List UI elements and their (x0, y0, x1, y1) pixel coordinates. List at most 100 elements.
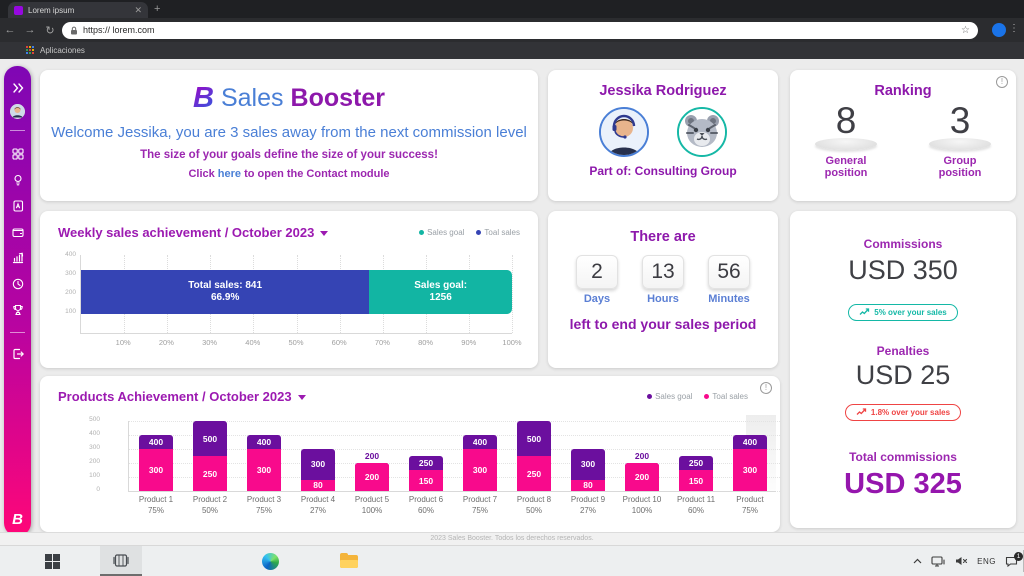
language-indicator[interactable]: ENG (977, 556, 996, 566)
product-name: Product (736, 495, 764, 504)
new-tab-icon[interactable]: + (154, 3, 161, 15)
y-axis-tick-label: 100 (65, 308, 76, 315)
total-sales-bar (625, 463, 659, 491)
total-sales-bar (247, 449, 281, 491)
y-axis-tick-label: 400 (89, 430, 100, 437)
sidebar: B (4, 66, 31, 536)
product-bar-group: 400 300 Product 3 75% (237, 421, 291, 515)
start-button[interactable] (38, 546, 66, 576)
y-axis-tick-label: 100 (89, 472, 100, 479)
browser-profile-avatar[interactable] (992, 23, 1006, 37)
y-axis-tick-label: 300 (89, 444, 100, 451)
sidebar-history-icon[interactable] (10, 276, 26, 292)
product-percent: 60% (687, 505, 704, 515)
product-bar-group: 300 80 Product 4 27% (291, 421, 345, 515)
total-sales-bar (679, 470, 713, 491)
contact-post-text: to open the Contact module (241, 168, 390, 180)
taskbar: ENG 1 (0, 545, 1024, 576)
total-sales-bar (193, 456, 227, 491)
legend-dot-icon (647, 394, 653, 399)
weekly-stacked-bar: Total sales: 841 66.9% Sales goal: 1256 (81, 270, 512, 314)
info-icon[interactable]: ! (760, 382, 772, 394)
sidebar-wallet-icon[interactable] (10, 224, 26, 240)
sidebar-contacts-icon[interactable] (10, 198, 26, 214)
sidebar-sales-growth-icon[interactable] (10, 250, 26, 266)
legend-item[interactable]: Toal sales (704, 392, 748, 401)
product-category-label: Product 3 75% (237, 495, 291, 517)
edge-browser-icon[interactable] (250, 546, 290, 576)
y-axis-tick-label: 300 (65, 270, 76, 277)
bookmark-star-icon[interactable]: ☆ (961, 24, 970, 36)
product-bar-group: 500 250 Product 2 50% (183, 421, 237, 515)
tray-expand-icon[interactable] (913, 558, 922, 564)
product-bar-group: 400 300 Product 7 75% (453, 421, 507, 515)
apps-grid-icon[interactable] (26, 46, 35, 55)
sidebar-achievements-icon[interactable] (10, 302, 26, 318)
goal-value-label: 500 (526, 433, 542, 444)
countdown-hours: 13 Hours (641, 255, 685, 305)
browser-tab[interactable]: Lorem ipsum ✕ (8, 2, 148, 18)
products-chart-card: ! Products Achievement / October 2023 Sa… (40, 376, 780, 532)
product-category-label: Product 2 50% (183, 495, 237, 517)
product-bar-group: 300 80 Product 9 27% (561, 421, 615, 515)
product-percent: 75% (255, 505, 272, 515)
sidebar-expand-icon[interactable] (10, 80, 26, 96)
contact-here-link[interactable]: here (217, 168, 242, 180)
sidebar-logout-icon[interactable] (10, 346, 26, 362)
bookmarks-apps-label[interactable]: Aplicaciones (40, 46, 85, 55)
stacked-bar-segment: Total sales: 841 66.9% (81, 270, 370, 314)
sidebar-user-avatar[interactable] (10, 103, 26, 119)
products-chart-title[interactable]: Products Achievement / October 2023 (58, 389, 292, 404)
goal-value-label: 500 (202, 433, 218, 444)
file-explorer-icon[interactable] (328, 546, 370, 576)
info-icon[interactable]: ! (996, 76, 1008, 88)
dropdown-caret-icon[interactable] (297, 395, 306, 400)
url-bar[interactable]: https:// lorem.com ☆ (62, 21, 978, 39)
product-name: Product 9 (570, 495, 606, 504)
commissions-badge-text: 5% over your sales (874, 307, 947, 317)
penalties-badge-text: 1.8% over your sales (870, 407, 951, 417)
product-category-label: Product 4 27% (291, 495, 345, 517)
network-icon[interactable] (931, 555, 946, 567)
sidebar-divider (10, 130, 25, 131)
browser-menu-icon[interactable]: ⋮ (1009, 23, 1019, 34)
task-view-button[interactable] (100, 546, 142, 576)
product-percent: 50% (525, 505, 542, 515)
sidebar-dashboard-icon[interactable] (10, 146, 26, 162)
sales-value-label: 150 (688, 475, 704, 486)
x-axis-tick-label: 10% (115, 338, 131, 347)
product-name: Product 7 (462, 495, 498, 504)
back-icon[interactable]: ← (4, 24, 16, 36)
sidebar-ideas-icon[interactable] (10, 172, 26, 188)
dropdown-caret-icon[interactable] (320, 231, 329, 236)
url-text: https:// lorem.com (83, 25, 155, 35)
notifications-icon[interactable]: 1 (1005, 551, 1023, 567)
legend-item[interactable]: Sales goal (419, 228, 464, 237)
countdown-days: 2 Days (575, 255, 619, 305)
stacked-bar-segment: Sales goal: 1256 (369, 270, 512, 314)
gridline (129, 477, 780, 478)
product-name: Product 3 (246, 495, 282, 504)
ranking-card: ! Ranking 8 General position 3 Group pos… (790, 70, 1016, 201)
gridline (129, 463, 780, 464)
legend-item[interactable]: Toal sales (476, 228, 520, 237)
products-y-axis: 500 400 300 200 100 0 (70, 416, 100, 500)
y-axis-tick-label: 200 (89, 458, 100, 465)
segment-label: Sales goal: (414, 279, 468, 291)
legend-item[interactable]: Sales goal (647, 392, 692, 401)
tab-close-icon[interactable]: ✕ (134, 4, 142, 15)
legend-dot-icon (476, 230, 482, 235)
goal-value-label: 200 (634, 451, 650, 461)
product-percent: 50% (201, 505, 218, 515)
weekly-chart-title[interactable]: Weekly sales achievement / October 2023 (58, 225, 315, 240)
product-name: Product 6 (408, 495, 444, 504)
sales-value-label: 300 (742, 465, 758, 475)
trend-up-icon (859, 308, 870, 315)
volume-muted-icon[interactable] (955, 556, 968, 566)
product-percent: 75% (471, 505, 488, 515)
reload-icon[interactable]: ↻ (45, 24, 55, 37)
forward-icon[interactable]: → (24, 24, 36, 36)
countdown-title: There are (630, 229, 696, 245)
goal-value-label: 400 (148, 437, 164, 447)
product-percent: 75% (147, 505, 164, 515)
